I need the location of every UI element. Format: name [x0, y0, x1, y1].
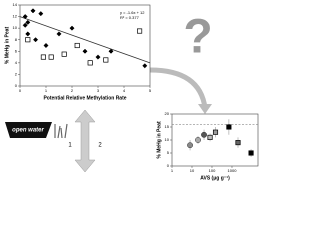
y-tick-label: 4 [15, 60, 18, 65]
point [40, 54, 46, 60]
x-tick-label: 5 [149, 88, 152, 93]
y-tick-label: 0 [167, 163, 170, 168]
arrow-label: 1 [68, 143, 72, 149]
point [22, 14, 28, 20]
point [103, 57, 109, 63]
x-tick-label: 1 [45, 88, 48, 93]
point [61, 51, 67, 57]
point [137, 28, 143, 34]
curved-arrow [149, 67, 208, 109]
x-tick-label: 1000 [228, 168, 238, 173]
equation: y = -1.6x + 12 [120, 10, 145, 15]
point [248, 150, 254, 156]
x-tick-label: 3 [97, 88, 100, 93]
x-tick-label: 2 [71, 88, 74, 93]
arrow-head [198, 104, 212, 114]
y-tick-label: 20 [165, 111, 170, 116]
x-axis-title: AVS (μg g⁻¹) [200, 175, 230, 181]
point [30, 8, 36, 14]
point [142, 63, 148, 69]
point [25, 37, 31, 43]
y-tick-label: 5 [167, 150, 170, 155]
arrow-label: 2 [98, 143, 102, 149]
point [56, 31, 62, 37]
trendline [19, 16, 151, 64]
y-tick-label: 10 [165, 137, 170, 142]
plot-frame [171, 113, 259, 167]
point [25, 31, 31, 37]
plot-frame [19, 4, 151, 87]
y-tick-label: 2 [15, 71, 18, 76]
x-axis-title: Potential Relative Methylation Rate [43, 95, 126, 101]
y-tick-label: 0 [15, 83, 18, 88]
y-tick-label: 14 [13, 2, 18, 7]
y-axis-title: % MeHg in Peat [156, 121, 162, 159]
point [207, 134, 213, 140]
point [25, 19, 31, 25]
point [235, 140, 241, 146]
point [95, 54, 101, 60]
point [69, 25, 75, 31]
x-tick-label: 4 [123, 88, 126, 93]
plants-icon [54, 123, 68, 139]
y-tick-label: 10 [13, 25, 18, 30]
point [108, 48, 114, 54]
point [226, 124, 232, 130]
x-tick-label: 100 [209, 168, 216, 173]
y-tick-label: 6 [15, 48, 18, 53]
point [212, 129, 219, 135]
point [48, 54, 54, 60]
point [22, 22, 28, 28]
point [187, 142, 194, 149]
point [87, 60, 93, 66]
point [82, 48, 88, 54]
x-tick-label: 10 [190, 168, 195, 173]
y-tick-label: 15 [165, 124, 170, 129]
water-icon [5, 122, 52, 138]
y-tick-label: 12 [13, 14, 18, 19]
point [74, 42, 80, 49]
x-tick-label: 1 [171, 168, 174, 173]
y-axis-title: % MeHg in Peat [4, 27, 10, 65]
point [38, 11, 44, 17]
double-arrow [74, 109, 96, 173]
x-tick-label: 0 [19, 88, 22, 93]
point [33, 37, 39, 43]
point [43, 42, 49, 49]
y-tick-label: 8 [15, 37, 18, 42]
figure: ? open water 1 2 0 1 2 3 4 502468101214Potent… [4, 2, 259, 181]
point [201, 131, 207, 138]
question-mark: ? [183, 11, 212, 64]
water-label: open water [12, 128, 44, 134]
r-squared: R² = 0.377 [120, 15, 140, 20]
point [195, 137, 201, 143]
